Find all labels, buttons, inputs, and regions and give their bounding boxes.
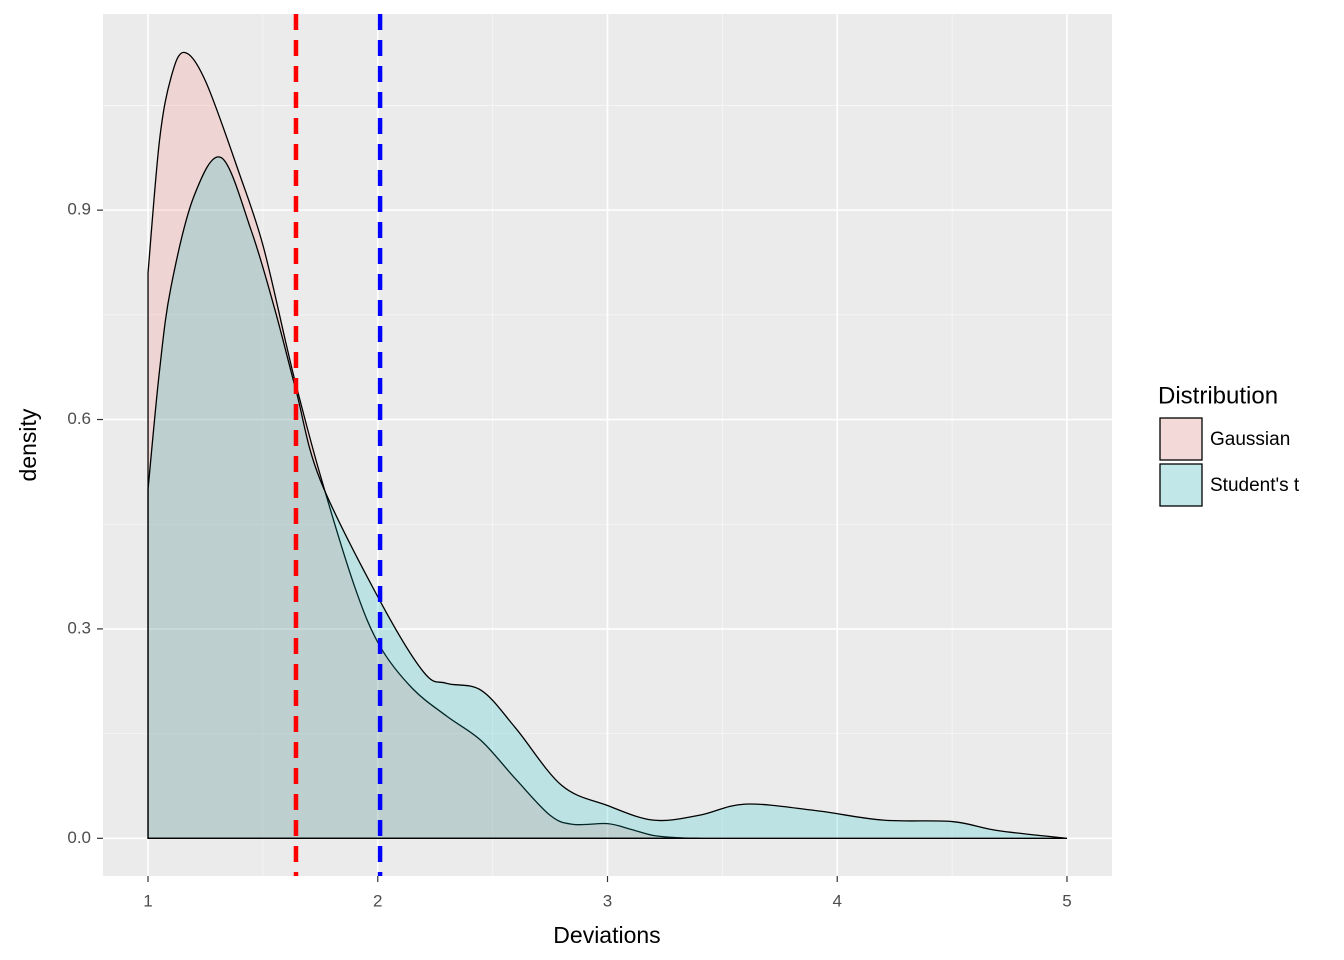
y-tick-label: 0.3 (67, 618, 91, 637)
legend-label: Gaussian (1210, 429, 1290, 450)
x-tick-label: 1 (143, 891, 152, 910)
y-axis-title: density (15, 408, 41, 481)
x-tick-label: 2 (373, 891, 382, 910)
legend-key-bg (1160, 418, 1202, 460)
legend-key-bg (1160, 464, 1202, 506)
x-tick-label: 5 (1062, 891, 1071, 910)
density-area (147, 51, 700, 839)
legend-label: Student's t (1210, 475, 1300, 496)
x-axis-title: Deviations (553, 922, 660, 948)
legend-key (1159, 417, 1203, 461)
y-tick-label: 0.6 (67, 409, 91, 428)
x-tick-label: 4 (833, 891, 842, 910)
y-tick-label: 0.9 (67, 200, 91, 219)
legend-title: Distribution (1158, 382, 1278, 409)
legend-key (1159, 463, 1203, 507)
y-tick-label: 0.0 (67, 828, 91, 847)
x-tick-label: 3 (603, 891, 612, 910)
density-area (147, 156, 1068, 839)
